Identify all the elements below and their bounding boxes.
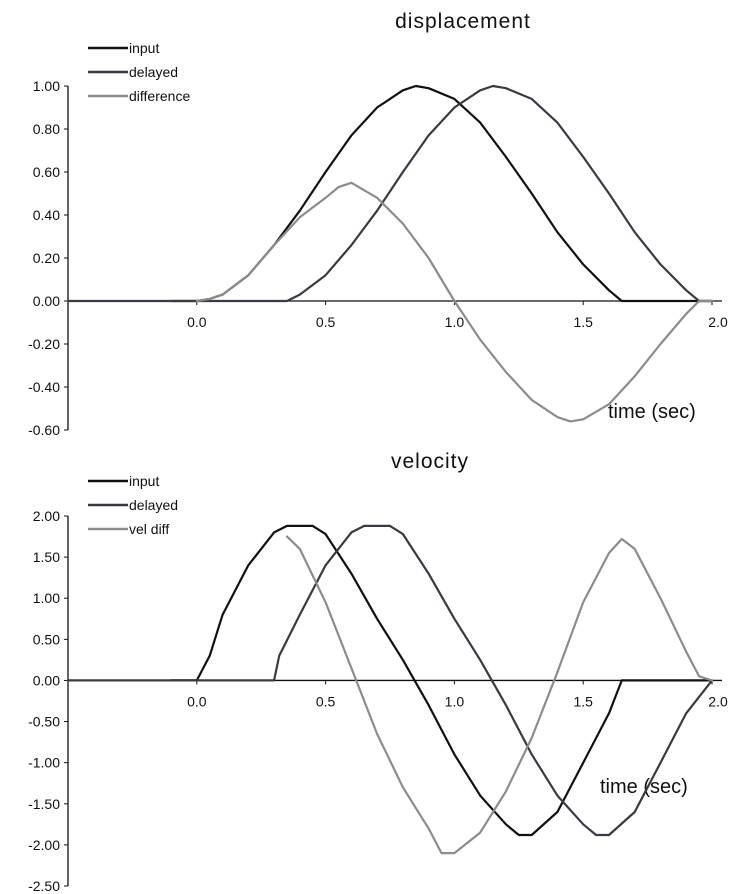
legend-label: delayed xyxy=(129,64,178,80)
y-tick-label: 1.00 xyxy=(33,590,60,606)
y-tick-label: -0.20 xyxy=(28,336,60,352)
x-tick-label: 0.0 xyxy=(187,693,207,709)
y-tick-label: -1.00 xyxy=(28,755,60,771)
legend-label: delayed xyxy=(129,497,178,513)
chart-1: velocity 2.00 1.50 1.00 0.50 0.00 -0.50 -1.00 -1… xyxy=(28,450,728,894)
y-tick-label: 2.00 xyxy=(33,508,60,524)
x-axis-label: time (sec) xyxy=(608,401,696,423)
chart-0: displacement 1.00 0.80 0.60 0.40 0.20 0.00 -0.2… xyxy=(28,10,728,438)
x-tick-label: 2.0 xyxy=(708,314,728,330)
x-tick-label: 1.5 xyxy=(573,314,593,330)
series-line-vel-diff xyxy=(285,535,714,855)
legend-label: difference xyxy=(129,88,190,104)
y-tick-label: -1.50 xyxy=(28,796,60,812)
legend-label: vel diff xyxy=(129,521,169,537)
x-tick-label: 1.5 xyxy=(573,693,593,709)
y-tick-label: 0.20 xyxy=(33,250,60,266)
x-tick-label: 0.0 xyxy=(187,314,207,330)
x-tick-label: 0.5 xyxy=(316,693,336,709)
x-tick-label: 2.0 xyxy=(708,693,728,709)
y-tick-label: -2.00 xyxy=(28,837,60,853)
y-tick-label: -0.50 xyxy=(28,714,60,730)
y-tick-label: 1.00 xyxy=(33,78,60,94)
y-tick-label: 0.00 xyxy=(33,293,60,309)
series-line-delayed xyxy=(66,84,714,303)
y-tick-label: 0.00 xyxy=(33,672,60,688)
chart-title: displacement xyxy=(395,10,531,33)
y-tick-label: 1.50 xyxy=(33,549,60,565)
x-tick-label: 0.5 xyxy=(316,314,336,330)
x-tick-label: 1.0 xyxy=(445,693,465,709)
series-line-input xyxy=(169,84,714,303)
series-line-input xyxy=(169,524,714,837)
y-tick-label: 0.40 xyxy=(33,207,60,223)
x-axis-label: time (sec) xyxy=(600,776,688,798)
series-line-difference xyxy=(195,181,714,423)
legend-label: input xyxy=(129,40,159,56)
y-tick-label: -2.50 xyxy=(28,878,60,894)
y-tick-label: -0.60 xyxy=(28,422,60,438)
y-tick-label: 0.80 xyxy=(33,121,60,137)
legend-label: input xyxy=(129,473,159,489)
y-tick-label: 0.60 xyxy=(33,164,60,180)
chart-title: velocity xyxy=(391,450,469,473)
series-line-delayed xyxy=(66,524,714,837)
y-tick-label: -0.40 xyxy=(28,379,60,395)
y-tick-label: 0.50 xyxy=(33,631,60,647)
x-tick-label: 1.0 xyxy=(445,314,465,330)
